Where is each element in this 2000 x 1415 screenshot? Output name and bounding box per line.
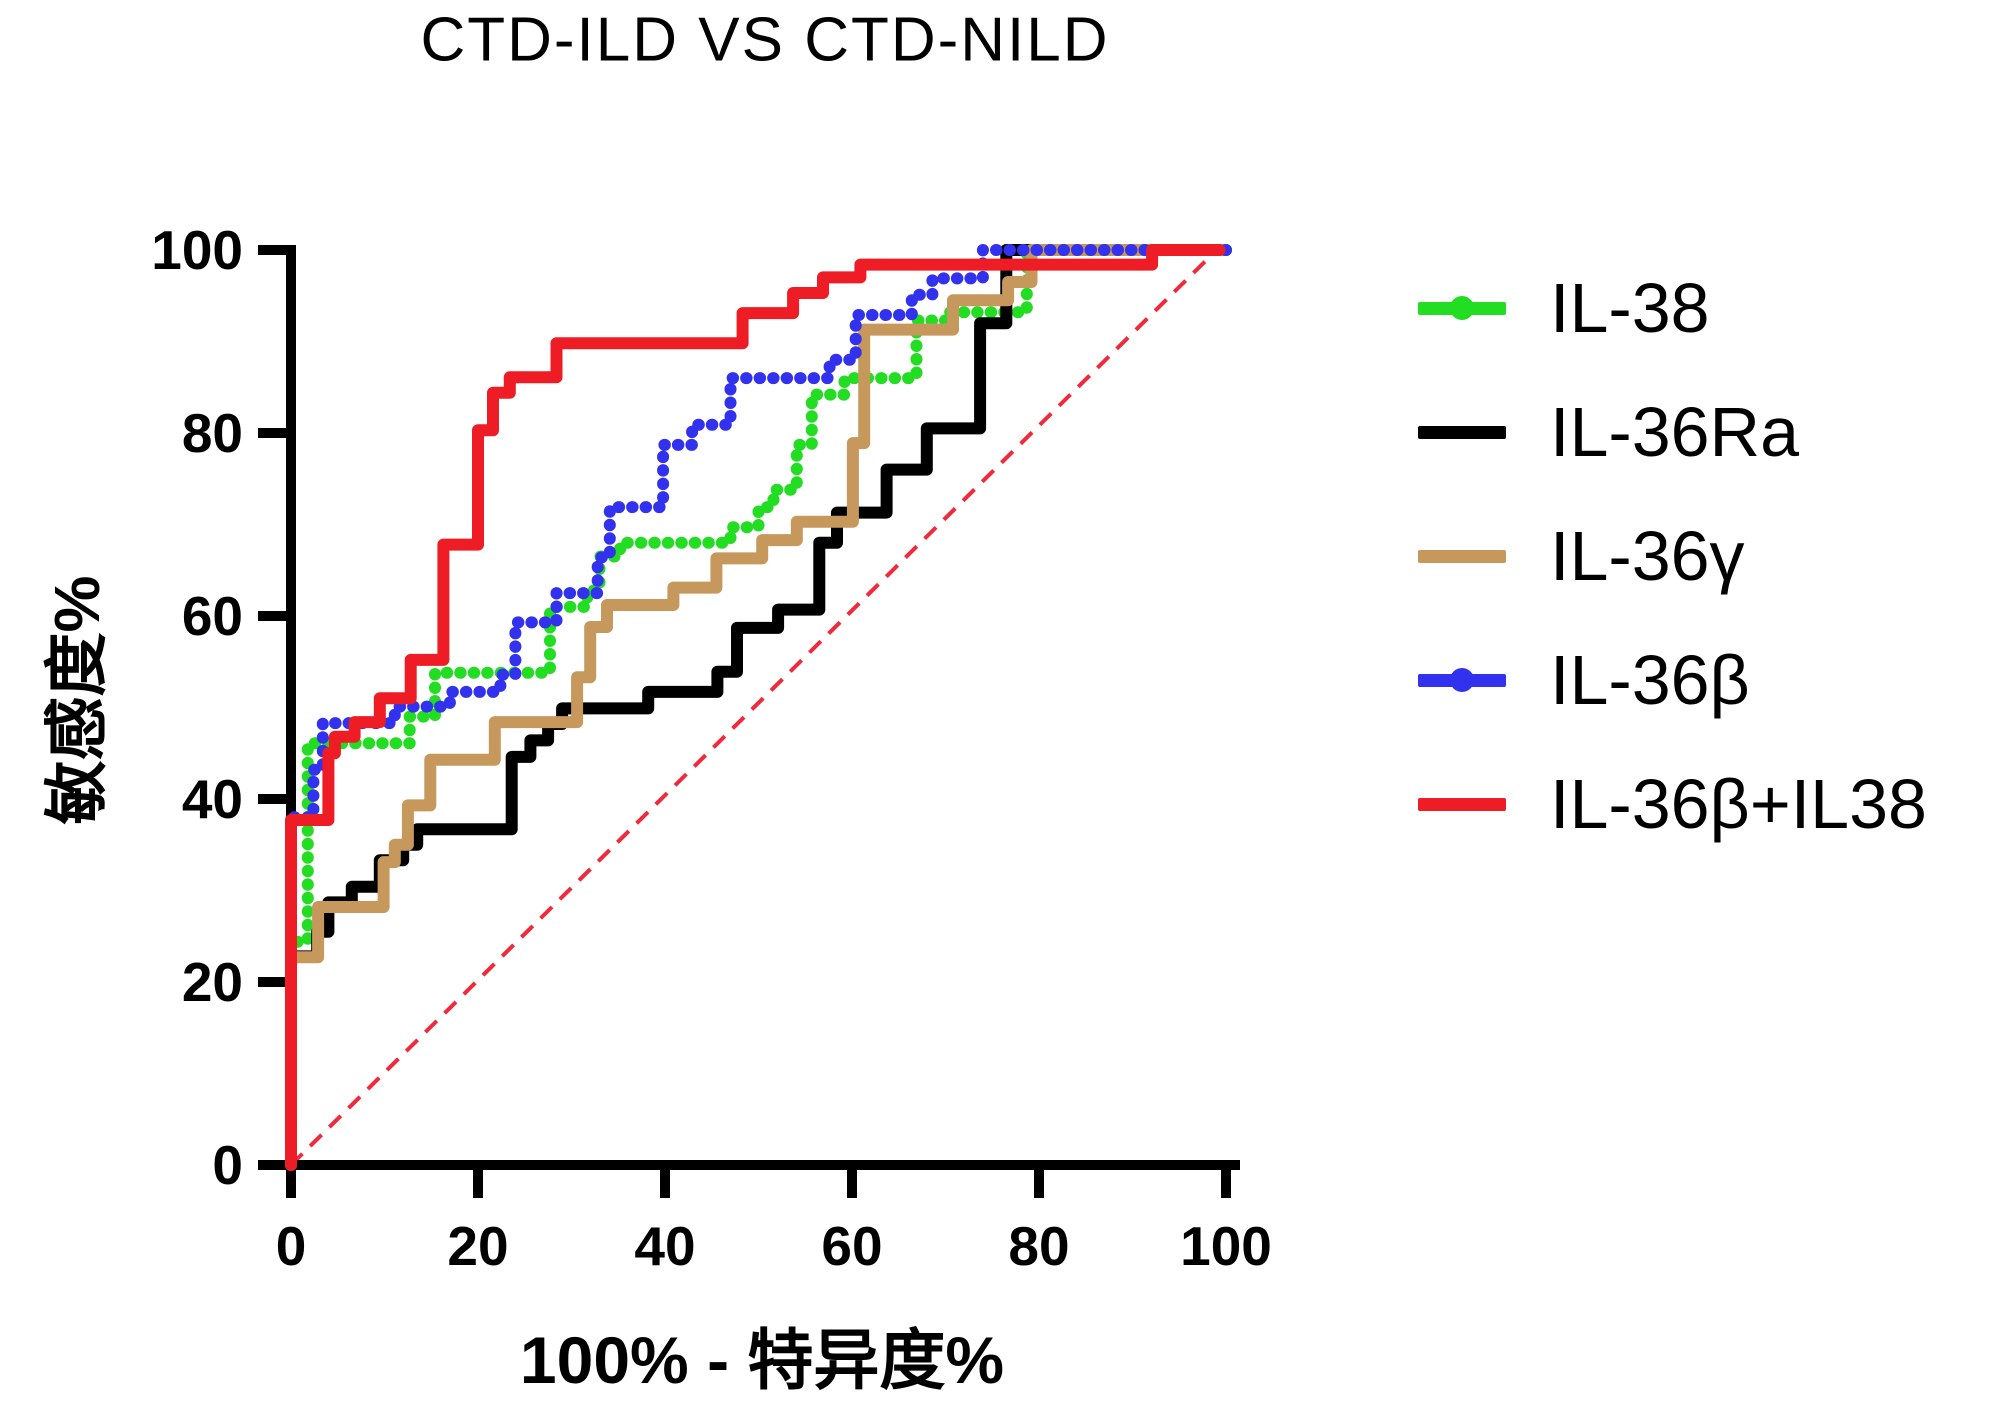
- curve-IL-36β+IL38: [285, 244, 1226, 1171]
- x-tick-label-80: 80: [1008, 1215, 1069, 1277]
- y-tick-label-60: 60: [182, 585, 243, 647]
- legend-label: IL-36Ra: [1550, 393, 1800, 471]
- x-tick-label-40: 40: [634, 1215, 695, 1277]
- curve-IL-38: [285, 244, 1232, 1171]
- legend-item-IL-36Ra: IL-36Ra: [1418, 370, 1927, 494]
- y-tick-label-80: 80: [182, 402, 243, 464]
- x-tick-label-60: 60: [821, 1215, 882, 1277]
- y-tick-label-20: 20: [182, 951, 243, 1013]
- y-tick-label-100: 100: [151, 219, 243, 281]
- legend-line-swatch: [1418, 668, 1506, 692]
- legend-item-IL-36β+IL38: IL-36β+IL38: [1418, 742, 1927, 866]
- y-tick-label-40: 40: [182, 768, 243, 830]
- legend-label: IL-38: [1550, 269, 1710, 347]
- x-tick-label-20: 20: [447, 1215, 508, 1277]
- legend-label: IL-36β: [1550, 641, 1750, 719]
- legend-label: IL-36γ: [1550, 517, 1745, 595]
- curve-IL-36Ra: [285, 244, 1232, 1171]
- legend-item-IL-36β: IL-36β: [1418, 618, 1927, 742]
- legend-line-swatch: [1418, 797, 1506, 811]
- legend-line-swatch: [1418, 296, 1506, 320]
- x-axis-label: 100% - 特异度%: [519, 1323, 1005, 1397]
- legend-marker-dot: [1450, 296, 1474, 320]
- legend-item-IL-38: IL-38: [1418, 246, 1927, 370]
- legend-item-IL-36γ: IL-36γ: [1418, 494, 1927, 618]
- curve-IL-36γ: [285, 244, 1232, 1171]
- legend-marker-dot: [1450, 668, 1474, 692]
- chart-title: CTD-ILD VS CTD-NILD: [420, 5, 1110, 75]
- x-tick-label-100: 100: [1180, 1215, 1272, 1277]
- curve-IL-36β: [285, 244, 1232, 1171]
- x-tick-label-0: 0: [276, 1215, 307, 1277]
- legend-line-swatch: [1418, 549, 1506, 563]
- reference-diagonal: [289, 248, 1219, 1167]
- legend-line-swatch: [1418, 425, 1506, 439]
- legend-label: IL-36β+IL38: [1550, 765, 1927, 843]
- legend: IL-38 IL-36Ra IL-36γ IL-36β IL-36β+IL38: [1418, 246, 1927, 866]
- y-tick-label-0: 0: [212, 1134, 243, 1196]
